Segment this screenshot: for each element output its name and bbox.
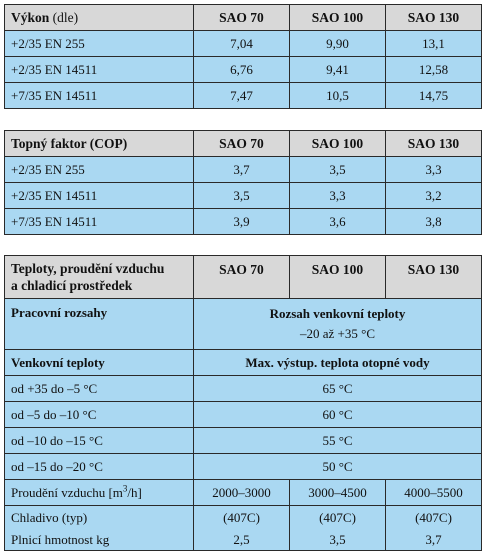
header-sao130: SAO 130	[385, 255, 482, 299]
row-label: od –10 do –15 °C	[4, 427, 194, 454]
cell-value: 3,9	[193, 208, 290, 235]
cell-value: (407C)	[385, 505, 482, 528]
cell-value: 65 °C	[193, 375, 482, 402]
cell-value: 9,90	[289, 30, 386, 57]
table-row: Pracovní rozsahy Rozsah venkovní teploty…	[4, 298, 482, 350]
header-sao130: SAO 130	[385, 4, 482, 31]
cell-value: 3,6	[289, 208, 386, 235]
rozsah-cell: Rozsah venkovní teploty –20 až +35 °C	[193, 298, 482, 350]
table-row: +2/35 EN 255 7,04 9,90 13,1	[4, 30, 482, 57]
table-row: +2/35 EN 14511 6,76 9,41 12,58	[4, 56, 482, 83]
venkovni-teploty-label: Venkovní teploty	[4, 349, 194, 376]
cell-value: (407C)	[289, 505, 386, 528]
header-sao100: SAO 100	[289, 4, 386, 31]
cell-value: 3,5	[289, 156, 386, 183]
cell-value: 3,7	[193, 156, 290, 183]
table-header: Topný faktor (COP) SAO 70 SAO 100 SAO 13…	[4, 130, 482, 157]
header-title-note: (dle)	[52, 10, 79, 25]
cell-value: 3000–4500	[289, 479, 386, 506]
cell-value: 50 °C	[193, 453, 482, 480]
row-label: od +35 do –5 °C	[4, 375, 194, 402]
table-vykon: Výkon (dle) SAO 70 SAO 100 SAO 130 +2/35…	[4, 4, 482, 109]
table-row: od –10 do –15 °C 55 °C	[4, 427, 482, 454]
header-line-1: Teploty, proudění vzduchu	[11, 261, 165, 276]
airflow-label-text: Proudění vzduchu [m	[11, 485, 123, 500]
cell-value: 3,2	[385, 182, 482, 209]
rozsah-title: Rozsah venkovní teploty	[269, 306, 406, 321]
table-header: Výkon (dle) SAO 70 SAO 100 SAO 130	[4, 4, 482, 31]
cell-value: 2,5	[193, 528, 290, 551]
table-row: +2/35 EN 14511 3,5 3,3 3,2	[4, 182, 482, 209]
cell-value: 7,47	[193, 82, 290, 109]
cell-value: 13,1	[385, 30, 482, 57]
table-row: +7/35 EN 14511 3,9 3,6 3,8	[4, 208, 482, 235]
cell-value: 9,41	[289, 56, 386, 83]
cell-value: (407C)	[193, 505, 290, 528]
table-row: od +35 do –5 °C 65 °C	[4, 375, 482, 402]
row-label: +2/35 EN 14511	[4, 182, 194, 209]
cell-value: 14,75	[385, 82, 482, 109]
plnici-label: Plnicí hmotnost kg	[4, 528, 194, 551]
cell-value: 4000–5500	[385, 479, 482, 506]
table-row: Proudění vzduchu [m3/h] 2000–3000 3000–4…	[4, 479, 482, 506]
table-teploty: Teploty, proudění vzduchu a chladicí pro…	[4, 255, 482, 551]
airflow-label: Proudění vzduchu [m3/h]	[4, 479, 194, 506]
header-title: Výkon	[11, 10, 50, 25]
cell-value: 12,58	[385, 56, 482, 83]
header-sao70: SAO 70	[193, 255, 290, 299]
pracovni-rozsahy-label: Pracovní rozsahy	[4, 298, 194, 350]
cell-value: 3,8	[385, 208, 482, 235]
cell-value: 3,5	[289, 528, 386, 551]
table-row: +2/35 EN 255 3,7 3,5 3,3	[4, 156, 482, 183]
cell-value: 60 °C	[193, 401, 482, 428]
table-row: Chladivo (typ) (407C) (407C) (407C)	[4, 505, 482, 528]
table-header: Teploty, proudění vzduchu a chladicí pro…	[4, 255, 482, 299]
cell-value: 3,5	[193, 182, 290, 209]
max-teplota-title: Max. výstup. teplota otopné vody	[193, 349, 482, 376]
header-cop: Topný faktor (COP)	[4, 130, 194, 157]
row-label: +2/35 EN 14511	[4, 56, 194, 83]
airflow-label-unit: /h]	[127, 485, 142, 500]
cell-value: 2000–3000	[193, 479, 290, 506]
header-sao70: SAO 70	[193, 130, 290, 157]
header-line-2: a chladicí prostředek	[11, 278, 133, 293]
header-sao100: SAO 100	[289, 255, 386, 299]
cell-value: 3,3	[289, 182, 386, 209]
rozsah-value: –20 až +35 °C	[300, 326, 375, 341]
table-row: +7/35 EN 14511 7,47 10,5 14,75	[4, 82, 482, 109]
cell-value: 55 °C	[193, 427, 482, 454]
table-row: Plnicí hmotnost kg 2,5 3,5 3,7	[4, 528, 482, 551]
header-sao70: SAO 70	[193, 4, 290, 31]
row-label: +2/35 EN 255	[4, 30, 194, 57]
row-label: +7/35 EN 14511	[4, 208, 194, 235]
cell-value: 7,04	[193, 30, 290, 57]
row-label: od –5 do –10 °C	[4, 401, 194, 428]
cell-value: 10,5	[289, 82, 386, 109]
header-vykon: Výkon (dle)	[4, 4, 194, 31]
header-teploty: Teploty, proudění vzduchu a chladicí pro…	[4, 255, 194, 299]
header-sao130: SAO 130	[385, 130, 482, 157]
cell-value: 3,7	[385, 528, 482, 551]
header-sao100: SAO 100	[289, 130, 386, 157]
cell-value: 6,76	[193, 56, 290, 83]
chladivo-label: Chladivo (typ)	[4, 505, 194, 528]
table-row: Venkovní teploty Max. výstup. teplota ot…	[4, 349, 482, 376]
cell-value: 3,3	[385, 156, 482, 183]
airflow-label-sup: 3	[122, 483, 128, 494]
table-cop: Topný faktor (COP) SAO 70 SAO 100 SAO 13…	[4, 130, 482, 235]
row-label: +7/35 EN 14511	[4, 82, 194, 109]
table-row: od –15 do –20 °C 50 °C	[4, 453, 482, 480]
table-row: od –5 do –10 °C 60 °C	[4, 401, 482, 428]
row-label: +2/35 EN 255	[4, 156, 194, 183]
row-label: od –15 do –20 °C	[4, 453, 194, 480]
